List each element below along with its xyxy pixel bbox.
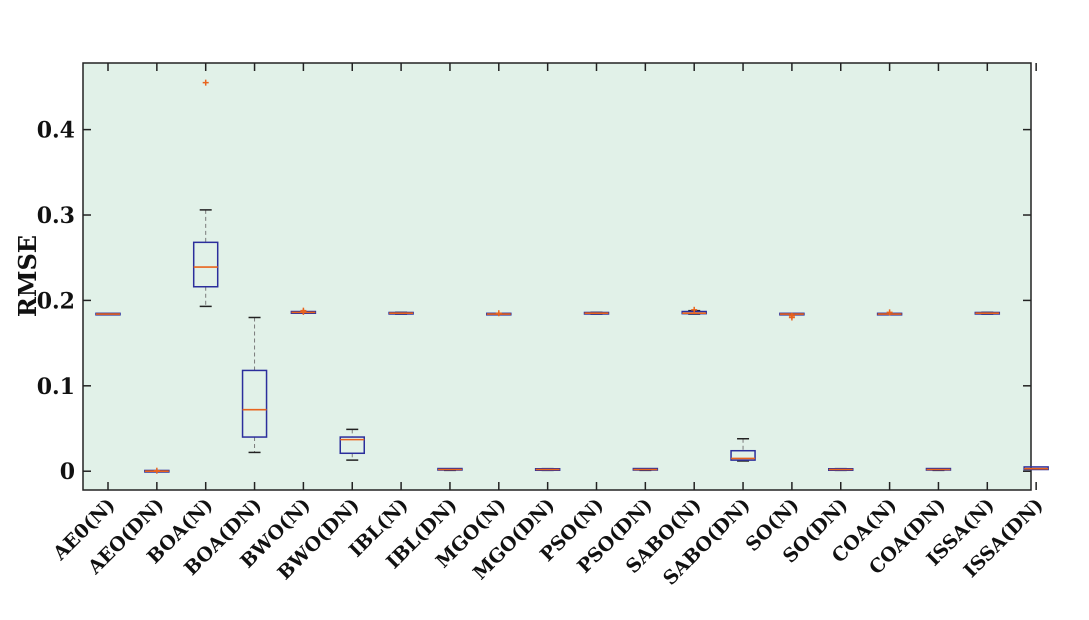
y-tick-label: 0.4: [37, 118, 75, 144]
box-PSO(N): [583, 311, 610, 315]
outlier-point: [788, 314, 795, 321]
box-SO(N): [779, 312, 805, 321]
box-SABO(DN): [730, 438, 756, 462]
box-ISSA(DN): [1023, 466, 1049, 471]
box-BWO(DN): [339, 428, 365, 461]
box-PSO(DN): [632, 467, 659, 472]
outlier-point: [691, 306, 698, 313]
box-iqr: [339, 436, 365, 455]
y-axis-title: RMSE: [13, 235, 42, 317]
outlier-point: [495, 310, 502, 317]
box-iqr: [241, 369, 268, 438]
box-BOA(N): [192, 79, 219, 308]
y-tick-label: 0.1: [37, 374, 75, 400]
box-COA(DN): [925, 467, 952, 472]
box-SO(DN): [828, 467, 854, 472]
box-COA(N): [876, 309, 903, 316]
y-tick-label: 0: [60, 459, 75, 485]
box-AEO(DN): [144, 467, 170, 474]
y-tick-label: 0.2: [37, 288, 75, 314]
box-ISSA(N): [974, 311, 1001, 315]
box-BWO(N): [290, 307, 317, 315]
outlier-point: [886, 309, 893, 316]
box-IBL(N): [388, 311, 414, 315]
outlier-point: [153, 467, 160, 474]
plot-area: [82, 62, 1032, 491]
box-SABO(N): [681, 306, 707, 315]
box-AE0(N): [95, 312, 121, 316]
box-MGO(DN): [534, 467, 561, 472]
box-IBL(DN): [437, 467, 463, 472]
box-BOA(DN): [241, 316, 268, 454]
box-MGO(N): [486, 310, 512, 317]
outlier-point: [300, 308, 307, 315]
box-iqr: [730, 449, 756, 461]
y-axis: 0 0.1 0.2 0.3 0.4: [37, 118, 1031, 485]
outlier-point: [202, 79, 209, 86]
box-series: [95, 79, 1049, 474]
box-iqr: [192, 241, 219, 288]
y-tick-label: 0.3: [37, 203, 75, 229]
